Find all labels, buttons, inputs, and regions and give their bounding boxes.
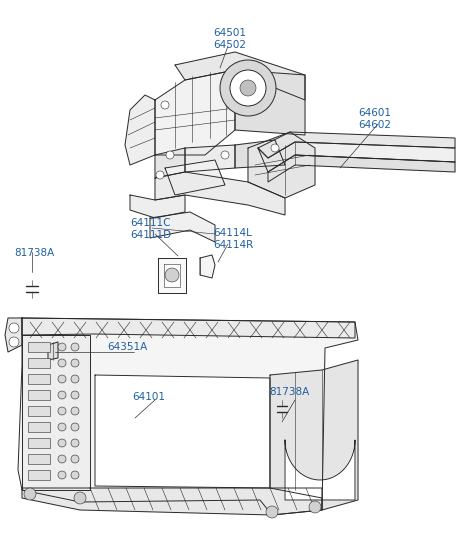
Polygon shape: [22, 488, 321, 515]
Bar: [28, 470, 50, 480]
Circle shape: [71, 471, 79, 479]
Circle shape: [58, 439, 66, 447]
Circle shape: [230, 70, 265, 106]
Text: 64101: 64101: [132, 392, 165, 402]
Polygon shape: [174, 52, 304, 100]
Circle shape: [58, 375, 66, 383]
Circle shape: [58, 359, 66, 367]
Circle shape: [220, 151, 229, 159]
Circle shape: [270, 144, 279, 152]
Circle shape: [71, 343, 79, 351]
Polygon shape: [5, 318, 22, 352]
Polygon shape: [150, 212, 214, 242]
Polygon shape: [285, 440, 354, 500]
Circle shape: [156, 171, 164, 179]
Polygon shape: [155, 70, 235, 155]
Polygon shape: [125, 95, 155, 165]
Circle shape: [71, 455, 79, 463]
Polygon shape: [268, 155, 454, 182]
Circle shape: [71, 439, 79, 447]
Circle shape: [71, 375, 79, 383]
Polygon shape: [165, 160, 224, 195]
Polygon shape: [22, 335, 90, 490]
Circle shape: [58, 455, 66, 463]
Polygon shape: [130, 195, 185, 218]
Circle shape: [161, 101, 168, 109]
Polygon shape: [185, 145, 235, 172]
Polygon shape: [48, 342, 58, 360]
Polygon shape: [257, 132, 454, 158]
Circle shape: [24, 488, 36, 500]
Text: 64114L
64114R: 64114L 64114R: [213, 228, 253, 250]
Circle shape: [240, 80, 256, 96]
Circle shape: [166, 151, 174, 159]
Bar: [28, 422, 50, 432]
Bar: [28, 438, 50, 448]
Circle shape: [9, 323, 19, 333]
Circle shape: [308, 501, 320, 513]
Circle shape: [71, 407, 79, 415]
Polygon shape: [269, 360, 357, 510]
Text: 81738A: 81738A: [14, 248, 54, 258]
Bar: [28, 374, 50, 384]
Circle shape: [58, 423, 66, 431]
Polygon shape: [155, 148, 185, 178]
Text: 64501
64502: 64501 64502: [213, 28, 246, 50]
Circle shape: [219, 60, 275, 116]
Bar: [28, 454, 50, 464]
Polygon shape: [247, 132, 314, 198]
Circle shape: [71, 359, 79, 367]
Bar: [28, 342, 50, 352]
Circle shape: [58, 407, 66, 415]
Circle shape: [58, 391, 66, 399]
Polygon shape: [18, 318, 357, 515]
Polygon shape: [235, 70, 304, 135]
Bar: [28, 390, 50, 400]
Circle shape: [165, 268, 179, 282]
Text: 64111C
64111D: 64111C 64111D: [130, 218, 171, 240]
Polygon shape: [200, 255, 214, 278]
Circle shape: [74, 492, 86, 504]
Text: 81738A: 81738A: [269, 387, 308, 397]
Polygon shape: [164, 264, 179, 287]
Polygon shape: [157, 258, 185, 293]
Polygon shape: [257, 142, 454, 172]
Polygon shape: [155, 172, 285, 215]
Circle shape: [71, 423, 79, 431]
Circle shape: [71, 391, 79, 399]
Polygon shape: [235, 140, 285, 168]
Polygon shape: [22, 318, 354, 338]
Circle shape: [58, 471, 66, 479]
Bar: [28, 406, 50, 416]
Bar: [28, 358, 50, 368]
Circle shape: [265, 506, 277, 518]
Circle shape: [58, 343, 66, 351]
Text: 64601
64602: 64601 64602: [357, 108, 390, 130]
Polygon shape: [95, 375, 269, 488]
Text: 64351A: 64351A: [107, 342, 147, 352]
Circle shape: [9, 337, 19, 347]
